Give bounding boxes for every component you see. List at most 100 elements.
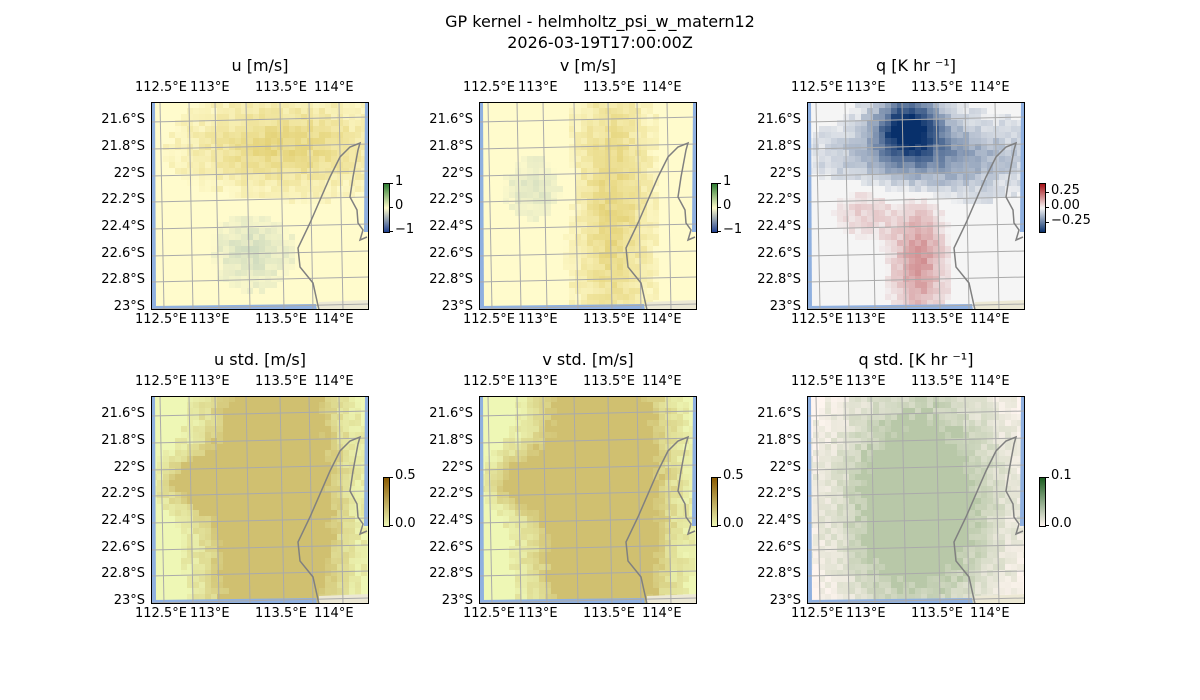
heatmap-cell [325,438,331,444]
heatmap-cell [265,552,271,558]
heatmap-cell [957,192,963,198]
heatmap-cell [641,570,647,576]
heatmap-cell [247,222,253,228]
heatmap-cell [337,186,343,192]
heatmap-cell [241,150,247,156]
heatmap-cell [307,504,313,510]
heatmap-cell [611,162,617,168]
heatmap-cell [605,528,611,534]
heatmap-cell [527,168,533,174]
heatmap-cell [235,108,241,114]
heatmap-cell [617,504,623,510]
heatmap-cell [641,396,647,402]
heatmap-cell [349,132,355,138]
heatmap-cell [355,174,361,180]
heatmap-cell [653,420,659,426]
heatmap-cell [283,426,289,432]
heatmap-cell [193,420,199,426]
heatmap-cell [629,288,635,294]
heatmap-cell [527,528,533,534]
axes-frame [151,396,369,604]
heatmap-cell [641,462,647,468]
heatmap-cell [837,174,843,180]
heatmap-cell [337,498,343,504]
heatmap-cell [981,174,987,180]
heatmap-cell [187,480,193,486]
heatmap-cell [271,168,277,174]
heatmap-cell [647,396,653,402]
heatmap-cell [343,162,349,168]
heatmap-cell [575,504,581,510]
heatmap-cell [975,144,981,150]
heatmap-cell [665,498,671,504]
heatmap-cell [831,576,837,582]
heatmap-cell [241,564,247,570]
heatmap-cell [307,402,313,408]
heatmap-cell [265,498,271,504]
heatmap-cell [587,150,593,156]
heatmap-cell [503,192,509,198]
y-tick-label: 22°S [769,460,801,475]
heatmap-cell [623,492,629,498]
heatmap-cell [361,486,367,492]
heatmap-cell [635,546,641,552]
heatmap-cell [641,180,647,186]
heatmap-cell [295,498,301,504]
heatmap-cell [581,294,587,300]
heatmap-cell [873,516,879,522]
heatmap-cell [867,438,873,444]
heatmap-cell [229,276,235,282]
heatmap-cell [569,426,575,432]
heatmap-cell [605,534,611,540]
heatmap-cell [993,180,999,186]
heatmap-cell [235,444,241,450]
heatmap-cell [533,564,539,570]
heatmap-cell [485,480,491,486]
heatmap-cell [169,144,175,150]
heatmap-cell [897,156,903,162]
heatmap-cell [551,534,557,540]
heatmap-cell [861,552,867,558]
heatmap-cell [813,468,819,474]
heatmap-cell [325,108,331,114]
heatmap-cell [647,180,653,186]
heatmap-cell [897,186,903,192]
heatmap-cell [539,504,545,510]
heatmap-cell [515,480,521,486]
heatmap-cell [951,144,957,150]
heatmap-cell [247,426,253,432]
heatmap-cell [593,300,599,306]
heatmap-cell [617,264,623,270]
heatmap-cell [831,480,837,486]
heatmap-cell [927,270,933,276]
heatmap-cell [581,156,587,162]
x-tick-label-bottom: 113°E [190,606,230,621]
heatmap-cell [235,594,241,600]
heatmap-cell [265,150,271,156]
heatmap-cell [193,402,199,408]
heatmap-cell [325,162,331,168]
heatmap-cell [879,462,885,468]
heatmap-cell [205,180,211,186]
heatmap-cell [229,192,235,198]
heatmap-cell [271,150,277,156]
heatmap-cell [241,240,247,246]
heatmap-cell [199,534,205,540]
heatmap-cell [569,270,575,276]
heatmap-cell [593,192,599,198]
heatmap-cell [157,474,163,480]
heatmap-cell [223,222,229,228]
heatmap-cell [951,192,957,198]
heatmap-cell [175,516,181,522]
heatmap-cell [927,126,933,132]
heatmap-cell [623,504,629,510]
heatmap-cell [521,528,527,534]
heatmap-cell [825,132,831,138]
heatmap-cell [551,564,557,570]
heatmap-cell [599,144,605,150]
heatmap-cell [611,114,617,120]
heatmap-cell [909,174,915,180]
heatmap-cell [653,558,659,564]
heatmap-cell [307,558,313,564]
x-tick-label-top: 113.5°E [911,80,963,95]
